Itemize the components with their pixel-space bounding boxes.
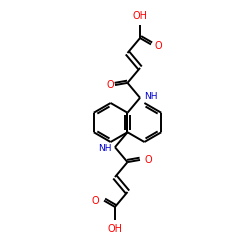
Text: O: O bbox=[155, 41, 162, 51]
Text: NH: NH bbox=[144, 92, 157, 101]
Text: O: O bbox=[92, 196, 100, 205]
Text: OH: OH bbox=[108, 224, 122, 234]
Text: O: O bbox=[107, 80, 114, 90]
Text: NH: NH bbox=[98, 144, 111, 153]
Text: O: O bbox=[144, 155, 152, 165]
Text: OH: OH bbox=[132, 11, 148, 21]
